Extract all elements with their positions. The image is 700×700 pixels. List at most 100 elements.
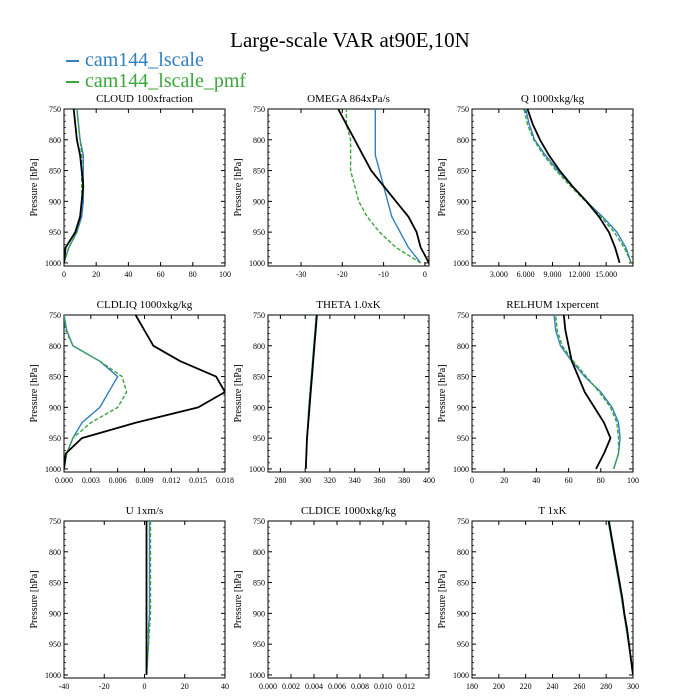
y-tick-label: 750 [253,105,265,114]
plot-frame [471,314,634,473]
x-tick-label: 0.015 [189,476,207,485]
plot-frame [63,108,226,267]
series-line-model2 [555,315,620,470]
y-tick-label: 800 [457,342,469,351]
y-tick-label: 900 [253,403,265,412]
x-tick-label: 20 [181,682,189,691]
legend-label-model2: cam144_lscale_pmf [85,70,247,92]
y-tick-label: 750 [49,311,61,320]
y-tick-label: 900 [457,403,469,412]
y-tick-label: 800 [457,136,469,145]
series-line-obs [526,109,621,264]
panel-title: CLDLIQ 1000xkg/kg [97,299,193,311]
x-tick-label: 40 [221,682,229,691]
y-tick-label: 750 [253,517,265,526]
panel-3: CLDLIQ 1000xkg/kg Pressure [hPa] 750 800 850… [29,299,234,485]
x-tick-label: 9.000 [544,270,562,279]
x-tick-label: 0.006 [109,476,127,485]
y-tick-label: 800 [253,342,265,351]
y-tick-label: 850 [457,373,469,382]
x-tick-label: 100 [219,270,231,279]
x-tick-label: 0 [143,682,147,691]
y-tick-label: 750 [49,517,61,526]
x-tick-label: 180 [466,682,478,691]
y-axis-label: Pressure [hPa] [233,570,244,628]
y-tick-label: 850 [457,167,469,176]
plot-frame [267,314,430,473]
y-axis-label: Pressure [hPa] [437,570,448,628]
y-tick-label: 1000 [45,259,61,268]
series-line-obs [304,315,318,469]
y-tick-label: 950 [457,434,469,443]
y-tick-label: 900 [253,609,265,618]
y-tick-label: 800 [49,548,61,557]
x-tick-label: 0.006 [328,682,346,691]
x-tick-label: 280 [600,682,612,691]
x-tick-label: 3.000 [490,270,508,279]
x-tick-label: 0.000 [55,476,73,485]
x-tick-label: 0.004 [305,682,323,691]
legend-item-model1: cam144_lscale [66,49,246,71]
y-tick-label: 750 [457,311,469,320]
y-tick-label: 1000 [249,465,265,474]
series-line-obs [337,109,429,264]
y-tick-label: 800 [49,342,61,351]
legend-item-model2: cam144_lscale_pmf [66,70,247,92]
legend-label-model1: cam144_lscale [85,49,204,71]
y-tick-label: 1000 [45,465,61,474]
figure-title: Large-scale VAR at90E,10N [230,28,470,52]
y-tick-label: 750 [49,105,61,114]
x-tick-label: 60 [565,476,573,485]
series-line-model2 [345,109,422,264]
x-tick-label: 20 [92,270,100,279]
panel-4: THETA 1.0xK Pressure [hPa] 750 800 850 900 950… [233,299,435,485]
y-tick-label: 750 [457,105,469,114]
series-line-model1 [525,109,632,264]
y-tick-label: 950 [49,228,61,237]
x-tick-label: 340 [349,476,361,485]
panel-title: T 1xK [538,505,566,517]
y-tick-label: 850 [457,579,469,588]
plot-frame [267,108,430,267]
y-tick-label: 950 [49,640,61,649]
x-tick-label: 220 [520,682,532,691]
panel-title: CLOUD 100xfraction [96,93,193,105]
y-axis-label: Pressure [hPa] [437,364,448,422]
x-tick-label: 0.000 [259,682,277,691]
x-tick-label: 80 [189,270,197,279]
x-tick-label: 80 [597,476,605,485]
x-tick-label: 380 [398,476,410,485]
x-tick-label: 12.000 [568,270,590,279]
y-tick-label: 900 [457,609,469,618]
series-line-model2 [523,109,632,264]
series-line-obs [64,315,225,470]
y-tick-label: 950 [253,228,265,237]
y-axis-label: Pressure [hPa] [233,158,244,216]
plot-frame [471,520,634,679]
y-tick-label: 800 [253,136,265,145]
x-tick-label: 15.000 [595,270,617,279]
x-tick-label: 0.003 [82,476,100,485]
x-tick-label: 40 [124,270,132,279]
y-axis-label: Pressure [hPa] [29,364,40,422]
x-tick-label: 0 [62,270,66,279]
x-tick-label: 0.012 [162,476,180,485]
plot-frame [63,520,226,679]
series-line-obs [608,521,633,676]
y-tick-label: 850 [253,167,265,176]
y-tick-label: 850 [253,373,265,382]
x-tick-label: 300 [627,682,639,691]
x-tick-label: 320 [324,476,336,485]
y-tick-label: 950 [253,434,265,443]
plot-frame [267,520,430,679]
y-tick-label: 1000 [249,259,265,268]
x-tick-label: 6.000 [517,270,535,279]
y-tick-label: 850 [253,579,265,588]
y-tick-label: 950 [49,434,61,443]
panel-1: OMEGA 864xPa/s Pressure [hPa] 750 800 850 900… [233,93,430,279]
x-tick-label: 360 [373,476,385,485]
series-line-model1 [64,315,119,470]
plot-frame [63,314,226,473]
